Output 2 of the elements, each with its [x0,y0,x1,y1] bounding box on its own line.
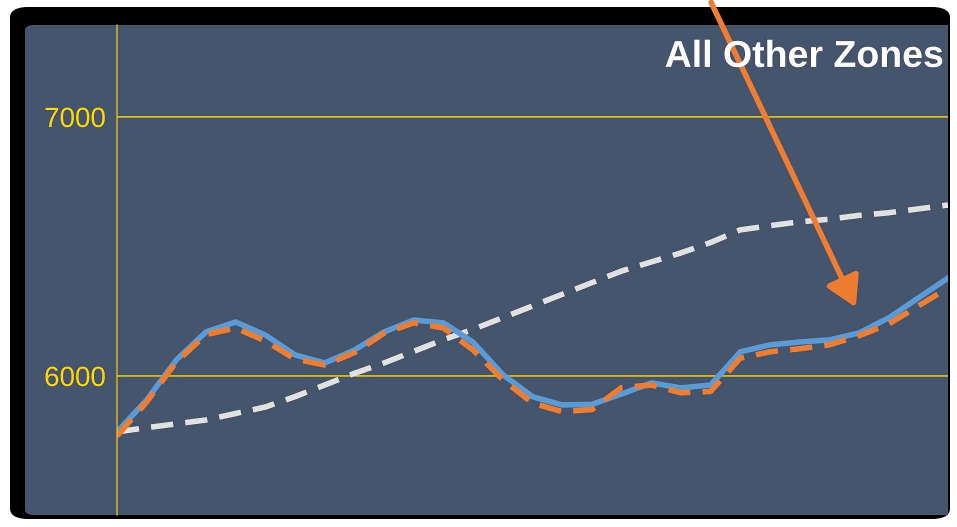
y-tick-label: 6000 [46,366,105,386]
y-tick-label: 7000 [46,108,105,128]
